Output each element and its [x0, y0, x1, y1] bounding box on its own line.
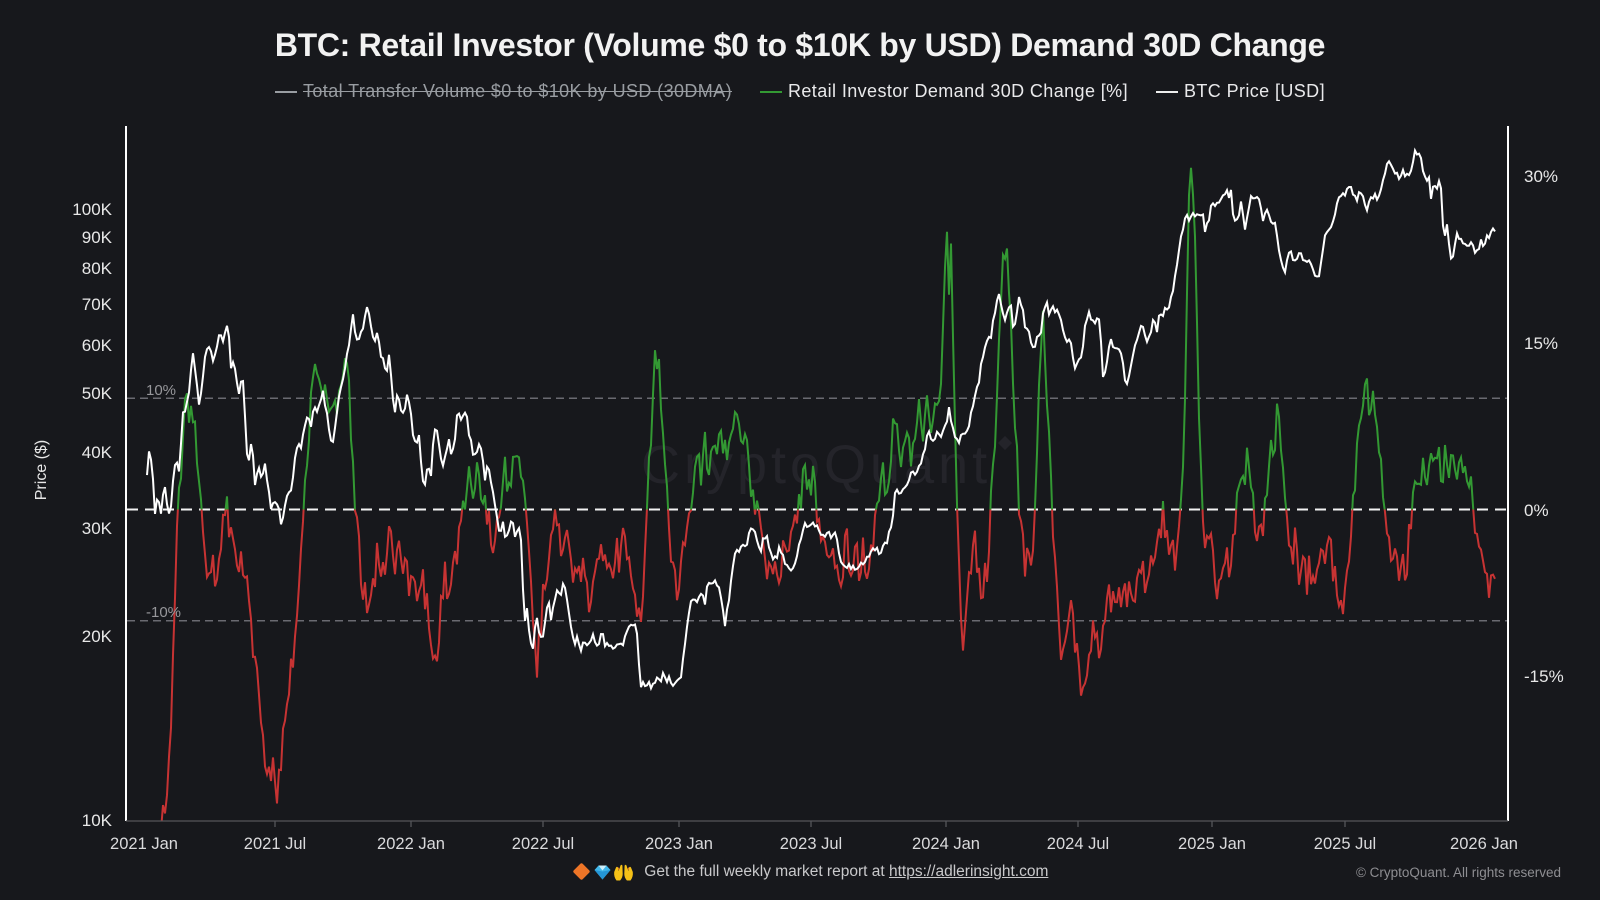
svg-text:2024 Jan: 2024 Jan — [912, 835, 980, 853]
svg-text:50K: 50K — [82, 384, 113, 403]
svg-text:2021 Jul: 2021 Jul — [244, 835, 306, 853]
svg-text:10K: 10K — [82, 811, 113, 830]
svg-text:40K: 40K — [82, 443, 113, 462]
svg-text:90K: 90K — [82, 228, 113, 247]
svg-text:2026 Jan: 2026 Jan — [1450, 835, 1518, 853]
svg-text:0%: 0% — [1524, 501, 1549, 520]
svg-text:2024 Jul: 2024 Jul — [1047, 835, 1109, 853]
svg-text:2022 Jan: 2022 Jan — [377, 835, 445, 853]
svg-text:70K: 70K — [82, 295, 113, 314]
svg-text:15%: 15% — [1524, 334, 1558, 353]
svg-text:20K: 20K — [82, 627, 113, 646]
svg-text:2025 Jan: 2025 Jan — [1178, 835, 1246, 853]
svg-text:2023 Jul: 2023 Jul — [780, 835, 842, 853]
svg-text:Price ($): Price ($) — [33, 440, 50, 500]
svg-text:80K: 80K — [82, 259, 113, 278]
svg-text:-10%: -10% — [146, 604, 181, 621]
svg-text:100K: 100K — [72, 200, 112, 219]
svg-text:2025 Jul: 2025 Jul — [1314, 835, 1376, 853]
svg-text:60K: 60K — [82, 336, 113, 355]
svg-text:2021 Jan: 2021 Jan — [110, 835, 178, 853]
svg-text:2022 Jul: 2022 Jul — [512, 835, 574, 853]
svg-text:30K: 30K — [82, 519, 113, 538]
svg-text:2023 Jan: 2023 Jan — [645, 835, 713, 853]
svg-text:10%: 10% — [146, 382, 176, 399]
svg-text:-15%: -15% — [1524, 667, 1564, 686]
svg-text:30%: 30% — [1524, 167, 1558, 186]
